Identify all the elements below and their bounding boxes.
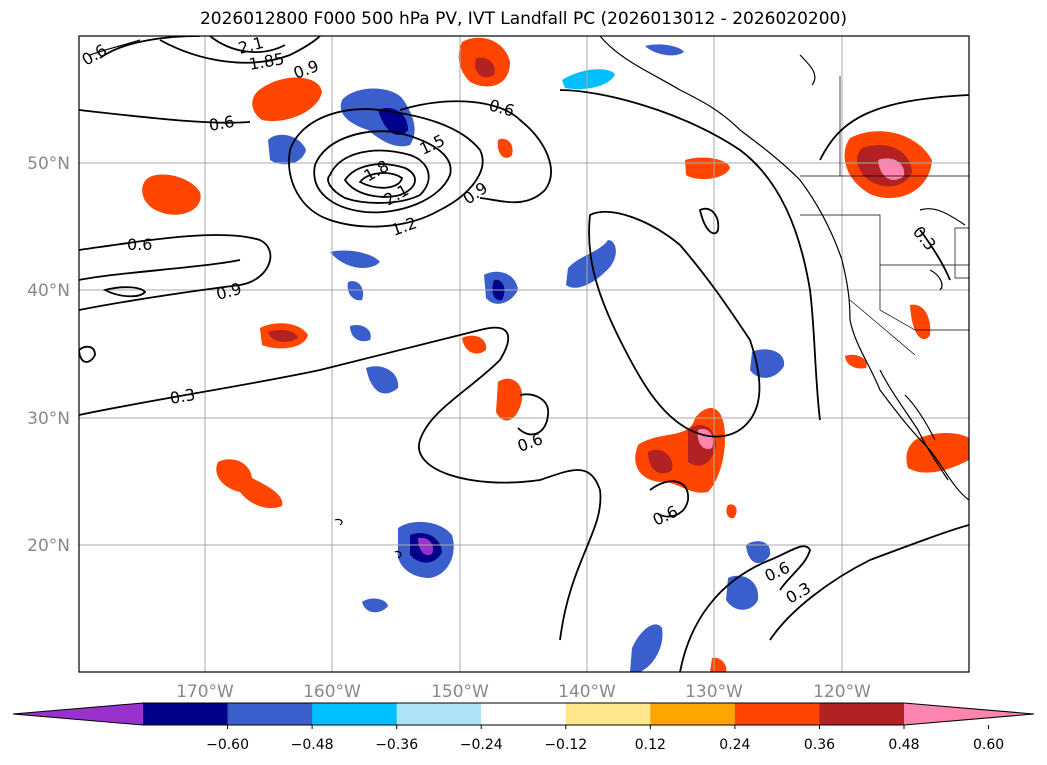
- colorbar-tick-label: −0.60: [206, 737, 249, 753]
- positive-shade: [845, 354, 867, 369]
- colorbar-segment: [734, 703, 820, 725]
- positive-shade: [726, 504, 737, 519]
- lon-label: 120°W: [813, 682, 871, 702]
- colorbar-segment: [312, 703, 398, 725]
- lat-axis: 50°N 40°N 30°N 20°N: [27, 154, 70, 556]
- colorbar-tick-label: 0.60: [973, 737, 1004, 753]
- colorbar-tick-label: −0.36: [375, 737, 418, 753]
- lat-label: 20°N: [27, 536, 70, 556]
- positive-shade: [142, 174, 201, 215]
- lon-label: 150°W: [431, 682, 489, 702]
- negative-shade: [630, 624, 663, 672]
- pv-contours: [79, 36, 969, 672]
- negative-shade: [562, 69, 615, 90]
- positive-shade: [497, 138, 513, 158]
- negative-shade: [726, 575, 759, 610]
- colorbar-tick-label: −0.12: [544, 737, 587, 753]
- negative-shade: [378, 108, 408, 136]
- colorbar-segment: [143, 703, 229, 725]
- colorbar-tick-label: −0.24: [460, 737, 503, 753]
- positive-shade: [462, 335, 487, 354]
- colorbar-extend-max: [904, 703, 1034, 725]
- positive-shade: [910, 304, 931, 340]
- negative-shade: [566, 240, 616, 288]
- negative-shade: [362, 598, 388, 613]
- contour-label: 0.3: [168, 385, 196, 408]
- lat-label: 50°N: [27, 154, 70, 174]
- negative-shade: [330, 250, 380, 268]
- colorbar-extend-min: [13, 703, 143, 725]
- contour-label: 0.6: [207, 112, 235, 135]
- coastlines: [89, 36, 969, 559]
- negative-shade: [746, 541, 771, 564]
- positive-shade: [496, 378, 523, 421]
- negative-shade: [350, 324, 371, 342]
- colorbar-segment: [396, 703, 482, 725]
- positive-shade: [906, 433, 969, 473]
- positive-shade: [216, 459, 283, 509]
- colorbar-tick-label: 0.48: [888, 737, 919, 753]
- map-title: 2026012800 F000 500 hPa PV, IVT Landfall…: [199, 9, 847, 29]
- colorbar-segment: [227, 703, 313, 725]
- colorbar-tick-label: 0.24: [719, 737, 750, 753]
- lon-label: 130°W: [685, 682, 743, 702]
- negative-shade: [418, 537, 434, 556]
- lon-label: 170°W: [176, 682, 234, 702]
- negative-shade: [645, 44, 684, 56]
- negative-shade: [268, 134, 306, 165]
- positive-shade: [268, 330, 298, 342]
- lat-label: 30°N: [27, 409, 70, 429]
- lon-axis: 170°W 160°W 150°W 140°W 130°W 120°W: [176, 682, 871, 702]
- positive-shade: [878, 158, 905, 180]
- map-area: [79, 36, 969, 672]
- negative-shade: [366, 366, 399, 394]
- map-frame: [78, 35, 970, 673]
- colorbar-tick-label: 0.36: [804, 737, 835, 753]
- positive-shade: [648, 449, 673, 474]
- colorbar-tick-label: −0.48: [291, 737, 334, 753]
- contour-label: 2.1: [236, 33, 266, 58]
- positive-shade: [252, 77, 322, 122]
- negative-shade: [347, 281, 364, 301]
- lon-label: 140°W: [558, 682, 616, 702]
- colorbar-segment: [565, 703, 651, 725]
- colorbar: −0.60 −0.48 −0.36 −0.24 −0.12 0.12 0.24 0.36 0.4…: [12, 702, 1035, 753]
- colorbar-segment: [481, 703, 567, 725]
- colorbar-segment: [819, 703, 905, 725]
- lon-label: 160°W: [303, 682, 361, 702]
- colorbar-outline: [12, 702, 1035, 726]
- borders: [800, 76, 969, 356]
- contour-label: 0.6: [127, 235, 152, 254]
- positive-shade: [475, 57, 495, 78]
- graticule: [79, 36, 969, 672]
- colorbar-segment: [650, 703, 736, 725]
- colorbar-tick-label: 0.12: [635, 737, 666, 753]
- lat-label: 40°N: [27, 281, 70, 301]
